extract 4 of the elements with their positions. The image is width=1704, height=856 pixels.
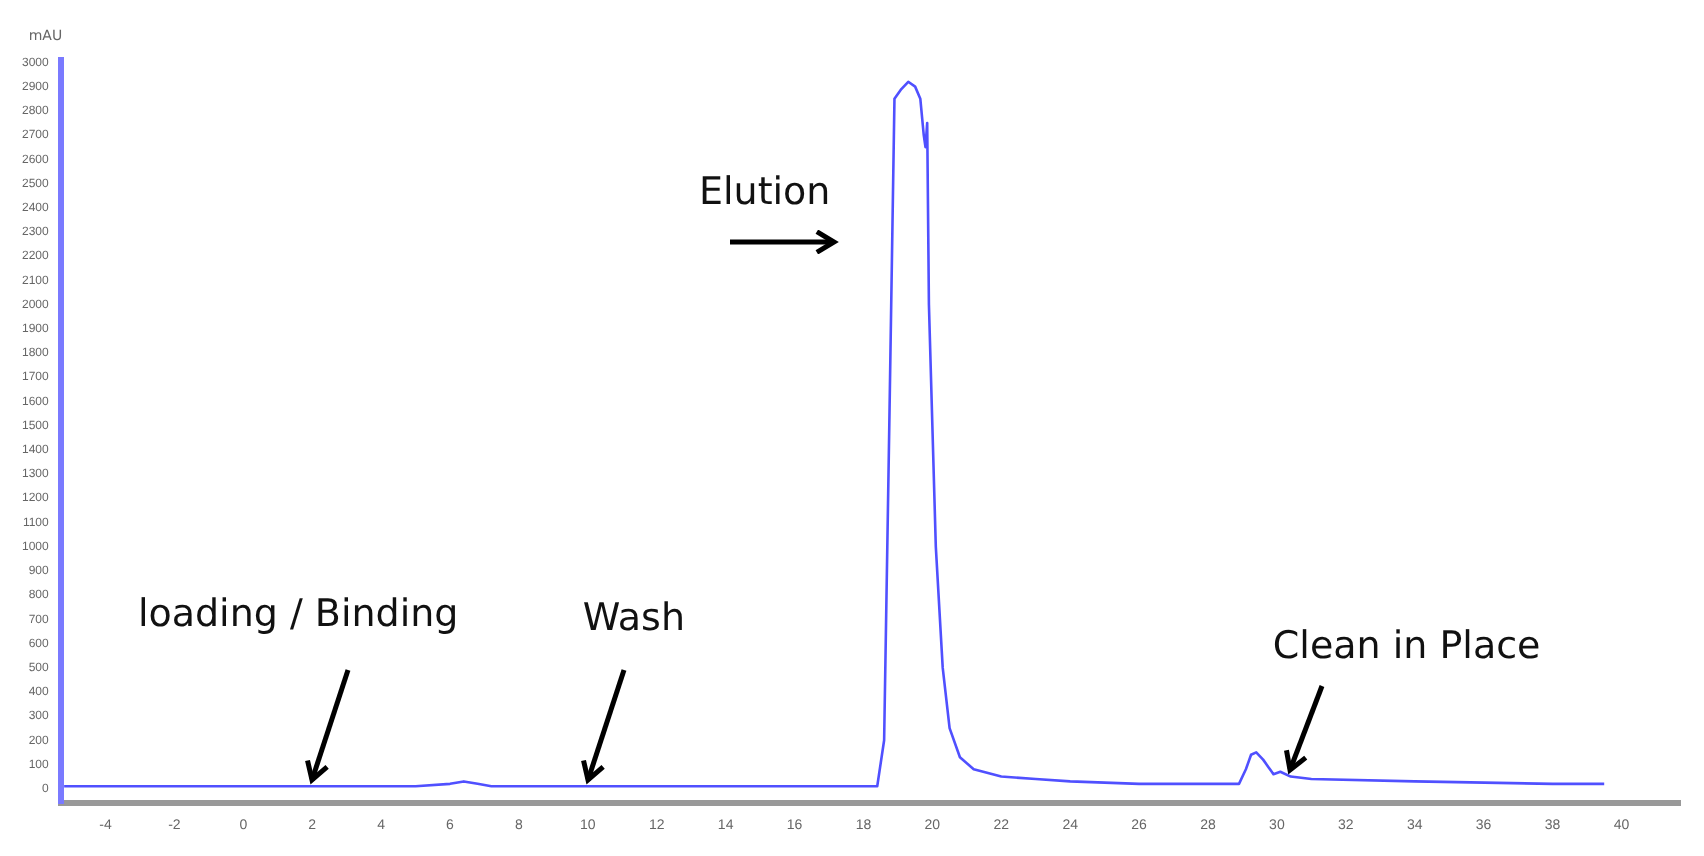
annotation: Clean in Place — [1272, 624, 1541, 669]
annotation: loading / Binding — [137, 592, 459, 637]
annotation: Elution — [698, 170, 831, 215]
annotation: Wash — [582, 596, 685, 641]
